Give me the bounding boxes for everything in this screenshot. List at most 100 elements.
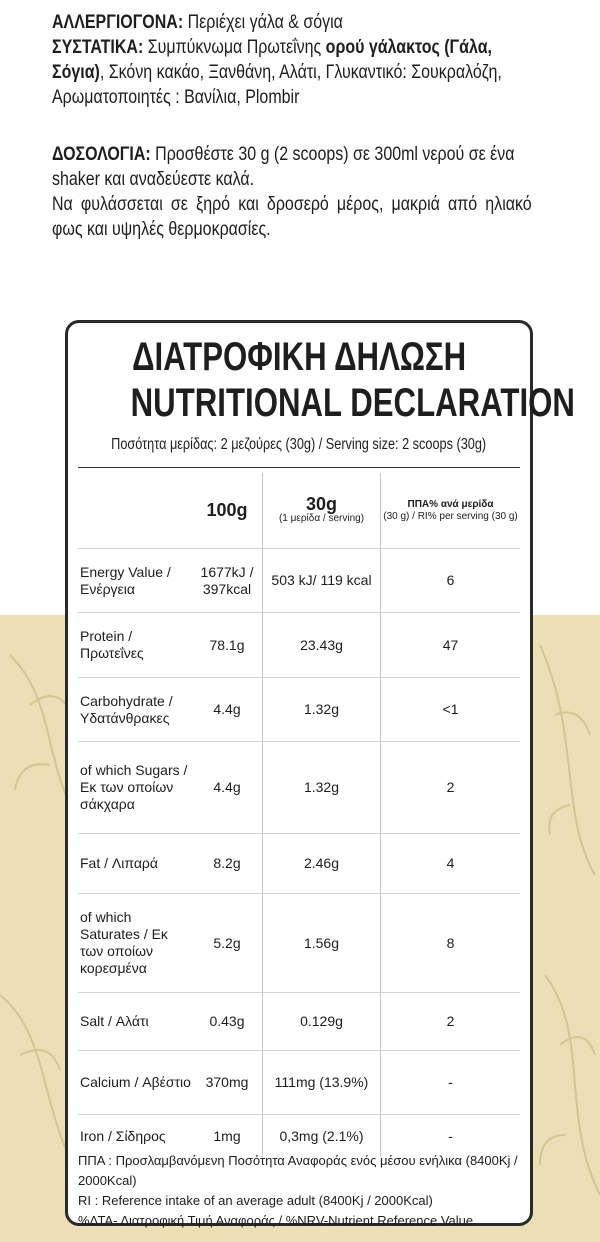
- separator: [78, 467, 520, 468]
- ingredients: ΣΥΣΤΑΤΙΚΑ: Συμπύκνωμα Πρωτεΐνης ορού γάλ…: [52, 35, 532, 110]
- cell: Calcium / Αβέστιο: [78, 1051, 192, 1114]
- table-row: of which Sugars / Εκ των οποίων σάκχαρα 4…: [78, 742, 520, 834]
- cell: 2.46g: [262, 834, 380, 893]
- cell-text: 4.4g: [213, 701, 241, 717]
- label: ΔΟΣΟΛΟΓΙΑ:: [52, 143, 151, 165]
- table-row: Calcium / Αβέστιο 370mg 111mg (13.9%) -: [78, 1051, 520, 1115]
- cell-text: -: [448, 1127, 453, 1144]
- cell: 30g (1 μερίδα / serving): [262, 473, 380, 548]
- cell-text: Energy Value / Ενέργεια: [80, 563, 171, 597]
- table-row: Energy Value / Ενέργεια 1677kJ / 397kcal 5…: [78, 549, 520, 613]
- cell-text: 0.129g: [300, 1013, 343, 1029]
- cell-text: of which Sugars / Εκ των οποίων σάκχαρα: [80, 762, 188, 812]
- serving-text: Ποσότητα μερίδας: 2 μεζούρες (30g) / Ser…: [111, 436, 487, 453]
- text: Προσθέστε 30 g (2 scoops) σε 300ml νερού…: [52, 143, 515, 190]
- title: ΔΙΑΤΡΟΦΙΚΗ ΔΗΛΩΣΗ: [68, 335, 530, 380]
- table-row: Carbohydrate / Υδατάνθρακες 4.4g 1.32g <1: [78, 678, 520, 742]
- cell: of which Sugars / Εκ των οποίων σάκχαρα: [78, 742, 192, 833]
- cell-text: 1.56g: [303, 934, 340, 951]
- cell: 1mg: [192, 1115, 262, 1157]
- column-header: 30g: [305, 494, 338, 514]
- table-row: of which Saturates / Εκ των οποίων κορεσ…: [78, 894, 520, 993]
- cell-text: 2: [446, 779, 455, 795]
- table-row: Fat / Λιπαρά 8.2g 2.46g 4: [78, 834, 520, 894]
- text: , Σκόνη κακάο, Ξανθάνη, Αλάτι, Γλυκαντικ…: [52, 61, 502, 108]
- cell-text: 6: [446, 572, 455, 588]
- cell: Salt / Αλάτι: [78, 993, 192, 1050]
- cell: 1.56g: [262, 894, 380, 992]
- cell: -: [380, 1051, 520, 1114]
- cell-text: 2: [446, 1013, 455, 1029]
- cell: 8.2g: [192, 834, 262, 893]
- cell-text: 2.46g: [303, 855, 340, 871]
- cell-text: Protein / Πρωτεΐνες: [80, 628, 144, 661]
- cell: 4: [380, 834, 520, 893]
- cell-text: 47: [442, 636, 459, 653]
- footnote: ΠΠΑ : Προσλαμβανόμενη Ποσότητα Αναφοράς …: [78, 1153, 518, 1188]
- column-header: ΠΠΑ% ανά μερίδα: [407, 498, 494, 510]
- cell: 503 kJ/ 119 kcal: [262, 549, 380, 612]
- cell: 1677kJ / 397kcal: [192, 549, 262, 612]
- footnotes: ΠΠΑ : Προσλαμβανόμενη Ποσότητα Αναφοράς …: [78, 1151, 520, 1231]
- cell: 2: [380, 993, 520, 1050]
- cell: Fat / Λιπαρά: [78, 834, 192, 893]
- cell-text: 0.43g: [209, 1013, 245, 1029]
- header-row: 100g 30g (1 μερίδα / serving) ΠΠΑ% ανά μερί…: [78, 473, 520, 549]
- cell-text: 503 kJ/ 119 kcal: [271, 572, 372, 588]
- footnote: RI : Reference intake of an average adul…: [78, 1193, 433, 1208]
- cell: 1.32g: [262, 742, 380, 833]
- cell: ΠΠΑ% ανά μερίδα (30 g) / RI% per serving …: [380, 473, 520, 548]
- cell: -: [380, 1115, 520, 1157]
- cell: 5.2g: [192, 894, 262, 992]
- table-row: Protein / Πρωτεΐνες 78.1g 23.43g 47: [78, 613, 520, 678]
- column-note: (1 μερίδα / serving): [278, 513, 365, 524]
- cell-text: Fat / Λιπαρά: [80, 855, 158, 871]
- cell: Energy Value / Ενέργεια: [78, 549, 192, 612]
- label: ΣΥΣΤΑΤΙΚΑ:: [52, 36, 144, 58]
- table-row: Iron / Σίδηρος 1mg 0,3mg (2.1%) -: [78, 1115, 520, 1157]
- label: ΑΛΛΕΡΓΙΟΓΟΝΑ:: [52, 11, 184, 33]
- nutrition-card: ΔΙΑΤΡΟΦΙΚΗ ΔΗΛΩΣΗ NUTRITIONAL DECLARATIO…: [65, 320, 575, 1228]
- cell-text: Iron / Σίδηρος: [80, 1127, 166, 1144]
- title-text: NUTRITIONAL DECLARATION: [130, 381, 575, 425]
- title: NUTRITIONAL DECLARATION: [68, 381, 575, 426]
- cell: [78, 473, 192, 548]
- storage: Να φυλάσσεται σε ξηρό και δροσερό μέρος,…: [52, 193, 532, 240]
- cell: 100g: [192, 473, 262, 548]
- column-header: 100g: [206, 500, 248, 520]
- serving-size: Ποσότητα μερίδας: 2 μεζούρες (30g) / Ser…: [38, 436, 560, 454]
- cell-text: Salt / Αλάτι: [80, 1013, 149, 1029]
- bold-text: ορού γάλακτος (Γάλα, Σόγια): [52, 36, 492, 83]
- cell: of which Saturates / Εκ των οποίων κορεσ…: [78, 894, 192, 992]
- cell: 1.32g: [262, 678, 380, 741]
- cell: 0.43g: [192, 993, 262, 1050]
- cell-text: 8: [446, 934, 455, 951]
- cell-text: Calcium / Αβέστιο: [80, 1074, 191, 1090]
- table-row: Salt / Αλάτι 0.43g 0.129g 2: [78, 993, 520, 1051]
- cell-text: 1677kJ / 397kcal: [200, 563, 254, 597]
- cell: 111mg (13.9%): [262, 1051, 380, 1114]
- cell-text: 1mg: [213, 1127, 241, 1144]
- footnote: %ΔΤΑ- Διατροφική Τιμή Αναφοράς / %NRV-Nu…: [78, 1213, 474, 1228]
- cell: Carbohydrate / Υδατάνθρακες: [78, 678, 192, 741]
- cell-text: 111mg (13.9%): [274, 1074, 369, 1090]
- cell-text: of which Saturates / Εκ των οποίων κορεσ…: [80, 909, 168, 976]
- cell-text: 370mg: [205, 1074, 249, 1090]
- cell-text: 1.32g: [303, 779, 340, 795]
- cell-text: 1.32g: [303, 701, 340, 717]
- cell: Protein / Πρωτεΐνες: [78, 613, 192, 677]
- cell: <1: [380, 678, 520, 741]
- cell-text: 0,3mg (2.1%): [279, 1127, 364, 1144]
- cell-text: <1: [442, 701, 459, 717]
- cell: 47: [380, 613, 520, 677]
- allergens: ΑΛΛΕΡΓΙΟΓΟΝΑ: Περιέχει γάλα & σόγια: [52, 10, 532, 35]
- cell: 0.129g: [262, 993, 380, 1050]
- title-text: ΔΙΑΤΡΟΦΙΚΗ ΔΗΛΩΣΗ: [131, 335, 467, 379]
- cell: 370mg: [192, 1051, 262, 1114]
- cell-text: 4: [446, 855, 455, 871]
- cell: 2: [380, 742, 520, 833]
- nutrition-table: 100g 30g (1 μερίδα / serving) ΠΠΑ% ανά μερί…: [78, 473, 520, 1157]
- cell: Iron / Σίδηρος: [78, 1115, 192, 1157]
- cell: 4.4g: [192, 678, 262, 741]
- cell-text: Carbohydrate / Υδατάνθρακες: [80, 692, 173, 726]
